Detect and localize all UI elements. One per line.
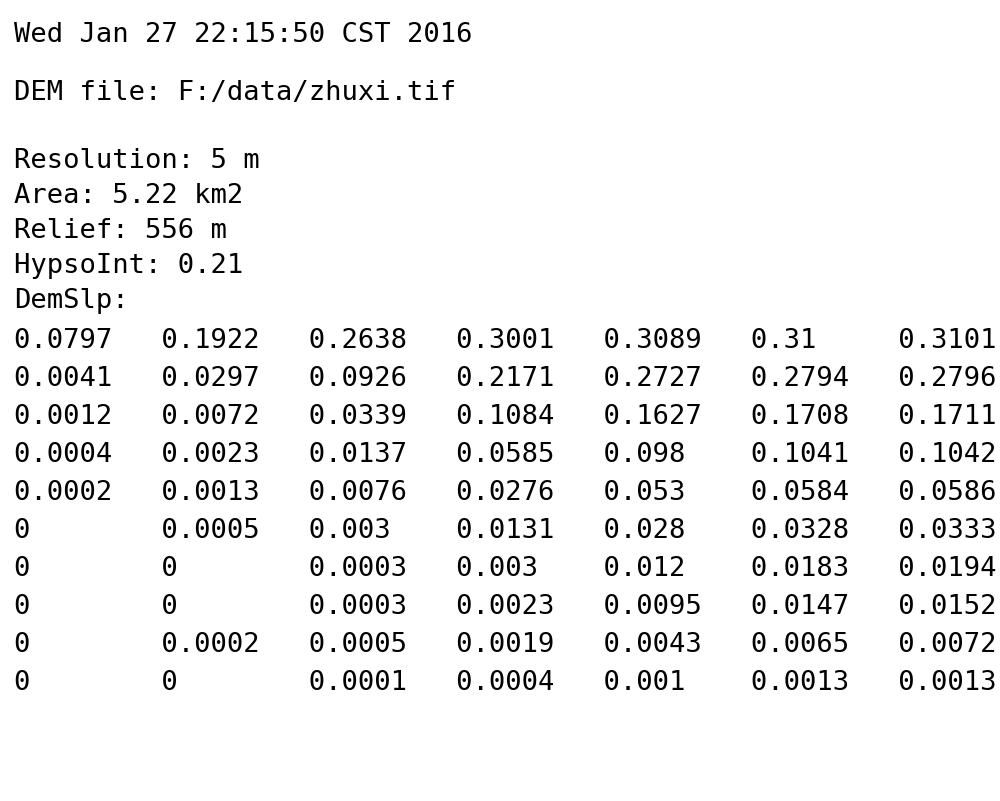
Text: DemSlp:: DemSlp: [14, 288, 129, 314]
Text: 0        0        0.0003   0.003    0.012    0.0183   0.0194: 0 0 0.0003 0.003 0.012 0.0183 0.0194 [14, 556, 996, 582]
Text: Resolution: 5 m: Resolution: 5 m [14, 148, 260, 174]
Text: Relief: 556 m: Relief: 556 m [14, 218, 227, 244]
Text: 0.0002   0.0013   0.0076   0.0276   0.053    0.0584   0.0586: 0.0002 0.0013 0.0076 0.0276 0.053 0.0584… [14, 480, 996, 506]
Text: 0.0004   0.0023   0.0137   0.0585   0.098    0.1041   0.1042: 0.0004 0.0023 0.0137 0.0585 0.098 0.1041… [14, 442, 996, 468]
Text: 0.0797   0.1922   0.2638   0.3001   0.3089   0.31     0.3101: 0.0797 0.1922 0.2638 0.3001 0.3089 0.31 … [14, 328, 996, 354]
Text: Area: 5.22 km2: Area: 5.22 km2 [14, 183, 243, 209]
Text: 0        0.0002   0.0005   0.0019   0.0043   0.0065   0.0072: 0 0.0002 0.0005 0.0019 0.0043 0.0065 0.0… [14, 632, 996, 658]
Text: 0        0        0.0001   0.0004   0.001    0.0013   0.0013: 0 0 0.0001 0.0004 0.001 0.0013 0.0013 [14, 670, 996, 696]
Text: HypsoInt: 0.21: HypsoInt: 0.21 [14, 253, 243, 279]
Text: 0        0        0.0003   0.0023   0.0095   0.0147   0.0152: 0 0 0.0003 0.0023 0.0095 0.0147 0.0152 [14, 594, 996, 620]
Text: 0.0012   0.0072   0.0339   0.1084   0.1627   0.1708   0.1711: 0.0012 0.0072 0.0339 0.1084 0.1627 0.170… [14, 404, 996, 430]
Text: DEM file: F:/data/zhuxi.tif: DEM file: F:/data/zhuxi.tif [14, 80, 456, 106]
Text: Wed Jan 27 22:15:50 CST 2016: Wed Jan 27 22:15:50 CST 2016 [14, 22, 473, 48]
Text: 0        0.0005   0.003    0.0131   0.028    0.0328   0.0333: 0 0.0005 0.003 0.0131 0.028 0.0328 0.033… [14, 518, 996, 544]
Text: 0.0041   0.0297   0.0926   0.2171   0.2727   0.2794   0.2796: 0.0041 0.0297 0.0926 0.2171 0.2727 0.279… [14, 366, 996, 392]
